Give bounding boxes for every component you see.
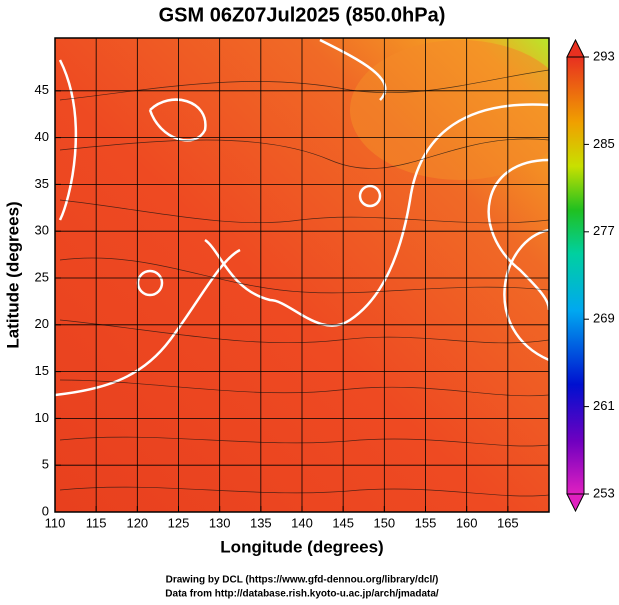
footer-line: Data from http://database.rish.kyoto-u.a… <box>165 589 439 600</box>
chart-title: GSM 06Z07Jul2025 (850.0hPa) <box>159 4 446 26</box>
x-axis-label: Longitude (degrees) <box>220 537 383 556</box>
x-tick-label: 120 <box>126 515 148 530</box>
x-tick-label: 160 <box>456 515 478 530</box>
x-tick-label: 165 <box>497 515 519 530</box>
x-tick-label: 155 <box>415 515 437 530</box>
y-tick-label: 10 <box>35 410 49 425</box>
y-axis-label: Latitude (degrees) <box>3 201 22 348</box>
warm-area <box>350 40 549 180</box>
y-tick-label: 25 <box>35 269 49 284</box>
y-tick-label: 45 <box>35 82 49 97</box>
footer-line: Drawing by DCL (https://www.gfd-dennou.o… <box>166 575 439 586</box>
colorbar-tick-label: 277 <box>593 223 615 238</box>
y-tick-label: 0 <box>42 503 49 518</box>
y-tick-label: 5 <box>42 457 49 472</box>
y-tick-label: 40 <box>35 129 49 144</box>
colorbar <box>566 56 585 495</box>
colorbar-tick-label: 293 <box>593 48 615 63</box>
x-tick-label: 145 <box>332 515 354 530</box>
colorbar-top-extend <box>566 38 585 58</box>
plot-area <box>55 38 549 512</box>
colorbar-bottom-extend <box>566 493 585 513</box>
x-tick-label: 130 <box>209 515 231 530</box>
y-tick-label: 35 <box>35 176 49 191</box>
y-tick-label: 30 <box>35 223 49 238</box>
x-tick-label: 125 <box>168 515 190 530</box>
colorbar-tick-label: 253 <box>593 485 615 500</box>
colorbar-tick-label: 269 <box>593 311 615 326</box>
colorbar-tick-label: 285 <box>593 136 615 151</box>
colorbar-tick-label: 261 <box>593 398 615 413</box>
x-tick-label: 135 <box>250 515 272 530</box>
x-tick-label: 110 <box>45 515 66 530</box>
y-tick-label: 20 <box>35 316 49 331</box>
y-tick-label: 15 <box>35 363 49 378</box>
x-tick-label: 150 <box>373 515 395 530</box>
x-tick-label: 115 <box>86 515 107 530</box>
x-tick-label: 140 <box>291 515 313 530</box>
